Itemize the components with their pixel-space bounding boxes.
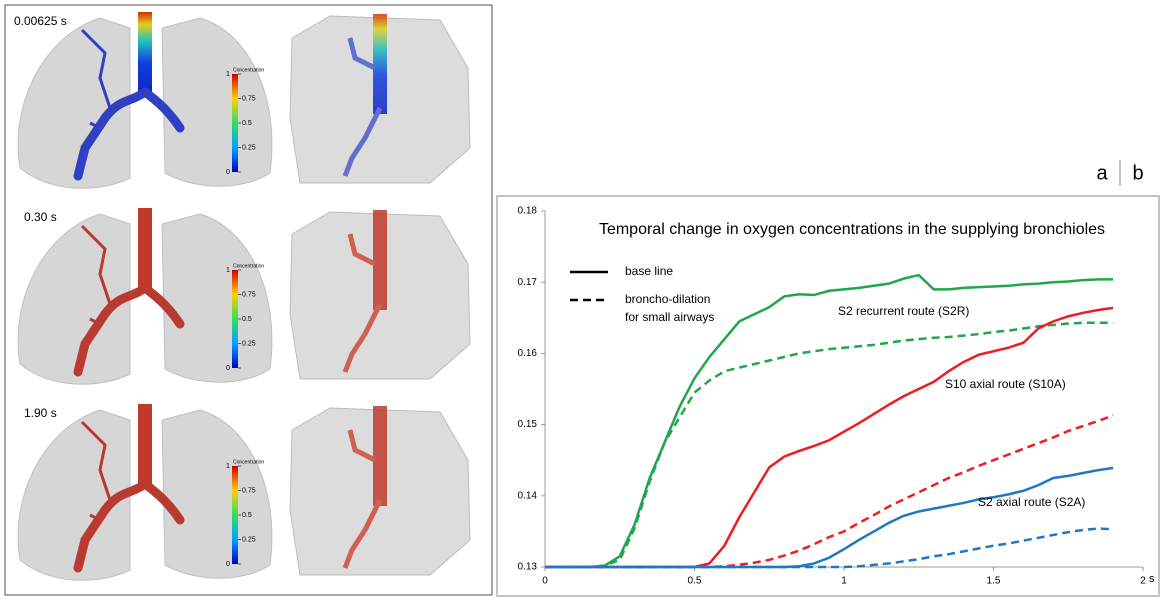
colorbar — [232, 466, 238, 564]
colorbar-title: Concentration — [233, 67, 264, 73]
lung — [161, 17, 273, 187]
bronchus-3d — [342, 429, 383, 569]
lung — [161, 213, 273, 383]
panel-b-frame — [496, 195, 1160, 597]
y-tick-label: 0.15 — [518, 419, 538, 430]
colorbar-tick-label: 1 — [226, 71, 230, 78]
y-tick-label: 0.18 — [518, 206, 538, 217]
y-tick-label: 0.13 — [518, 562, 538, 573]
legend-label: base line — [625, 264, 673, 278]
colorbar-tick-label: 0 — [226, 561, 230, 568]
colorbar-tick-label: 0 — [226, 169, 230, 176]
colorbar-tick-label: 0.5 — [242, 316, 252, 323]
trachea — [138, 208, 152, 292]
legend-label: for small airways — [625, 310, 714, 324]
colorbar-tick-label: 0.75 — [242, 487, 256, 494]
colorbar-tick-label: 0.25 — [242, 340, 256, 347]
x-tick-label: 0 — [542, 576, 548, 587]
colorbar-tick-label: 1 — [226, 267, 230, 274]
colorbar-tick-label: 1 — [226, 463, 230, 470]
trachea-3d — [373, 14, 387, 114]
colorbar — [232, 74, 238, 172]
panel-label: a — [1096, 162, 1108, 184]
time-label: 0.00625 s — [14, 14, 67, 28]
y-tick-label: 0.17 — [518, 277, 538, 288]
panel-label: b — [1132, 162, 1143, 184]
series-label: S2 axial route (S2A) — [978, 495, 1085, 509]
x-tick-label: 0.5 — [688, 576, 702, 587]
x-axis-label: s — [1149, 573, 1155, 585]
bronchiole — [80, 224, 112, 326]
bronchus — [73, 283, 185, 377]
y-tick-label: 0.14 — [518, 490, 538, 501]
trachea — [138, 404, 152, 488]
colorbar-tick-label: 0.75 — [242, 291, 256, 298]
time-label: 1.90 s — [24, 406, 57, 420]
colorbar — [232, 270, 238, 368]
trachea-3d — [373, 406, 387, 506]
time-label: 0.30 s — [24, 210, 57, 224]
series-label: S10 axial route (S10A) — [945, 377, 1066, 391]
chart-title: Temporal change in oxygen concentrations… — [599, 221, 1105, 238]
bronchiole — [80, 28, 112, 130]
colorbar-tick-label: 0.5 — [242, 512, 252, 519]
trachea — [138, 12, 152, 96]
colorbar-tick-label: 0.5 — [242, 120, 252, 127]
colorbar-title: Concentration — [233, 263, 264, 269]
series-label: S2 recurrent route (S2R) — [838, 304, 969, 318]
lung — [161, 409, 273, 579]
colorbar-title: Concentration — [233, 459, 264, 465]
colorbar-tick-label: 0.25 — [242, 144, 256, 151]
y-tick-label: 0.16 — [518, 348, 538, 359]
bronchus — [73, 87, 185, 181]
colorbar-tick-label: 0 — [226, 365, 230, 372]
legend-label: broncho-dilation — [625, 292, 710, 306]
x-tick-label: 2 — [1140, 576, 1146, 587]
x-tick-label: 1.5 — [987, 576, 1001, 587]
bronchus-3d — [342, 37, 383, 177]
bronchus-3d — [342, 233, 383, 373]
x-tick-label: 1 — [841, 576, 847, 587]
bronchus — [73, 479, 185, 573]
series-line-dilated — [545, 321, 1114, 569]
bronchiole — [80, 420, 112, 522]
colorbar-tick-label: 0.75 — [242, 95, 256, 102]
trachea-3d — [373, 210, 387, 310]
series-line-dilated — [545, 527, 1114, 569]
colorbar-tick-label: 0.25 — [242, 536, 256, 543]
